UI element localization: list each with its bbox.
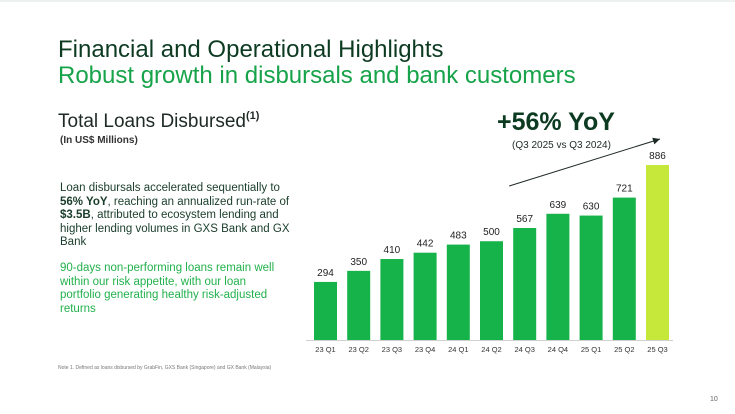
bar-25-q3 — [646, 165, 669, 340]
bar-24-q3 — [513, 228, 537, 340]
top-divider — [0, 0, 735, 2]
bar-24-q4 — [546, 213, 570, 340]
data-label: 350 — [350, 257, 367, 268]
bar-24-q1 — [446, 244, 470, 340]
page-number: 10 — [710, 396, 718, 403]
category-label: 24 Q1 — [448, 345, 468, 354]
category-label: 25 Q1 — [581, 345, 601, 354]
footnote-ref: (1) — [246, 110, 260, 122]
category-label: 23 Q4 — [415, 345, 435, 354]
para1-highlight-yoy: 56% YoY — [60, 195, 108, 208]
bar-23-q1 — [314, 281, 337, 340]
bar-23-q4 — [413, 252, 437, 340]
category-label: 24 Q4 — [548, 345, 568, 354]
data-label: 630 — [583, 202, 600, 213]
category-label: 23 Q3 — [382, 345, 402, 354]
data-label: 294 — [317, 268, 334, 279]
category-label: 23 Q1 — [315, 345, 335, 354]
trend-arrow-line — [509, 138, 661, 187]
section-units: (In US$ Millions) — [60, 135, 138, 146]
data-label: 567 — [516, 214, 533, 225]
section-title: Total Loans Disbursed(1) — [58, 110, 259, 133]
footnote: Note 1. Defined as loans disbursed by Gr… — [58, 365, 272, 371]
bar-23-q3 — [380, 259, 404, 340]
section-title-text: Total Loans Disbursed — [58, 111, 246, 132]
category-label: 24 Q3 — [514, 345, 534, 354]
para1-text-c: , reaching an annualized run-rate of — [107, 195, 290, 208]
data-label: 886 — [649, 151, 666, 162]
category-label: 25 Q3 — [647, 345, 667, 354]
data-label: 410 — [384, 245, 401, 256]
bar-23-q2 — [347, 270, 371, 340]
commentary-paragraph-2: 90-days non-performing loans remain well… — [60, 262, 275, 315]
data-label: 721 — [616, 184, 633, 195]
bar-25-q1 — [579, 215, 603, 340]
para1-text-e: , attributed to ecosystem lending and hi… — [60, 209, 290, 249]
data-label: 483 — [450, 231, 467, 242]
page-subtitle: Robust growth in disbursals and bank cus… — [58, 62, 576, 89]
data-label: 500 — [483, 227, 500, 238]
para1-highlight-runrate: $3.5B — [60, 209, 91, 222]
para1-text-a: Loan disbursals accelerated sequentially… — [60, 182, 280, 194]
trend-arrow-head — [652, 137, 660, 145]
data-label: 639 — [550, 200, 567, 211]
commentary-paragraph-1: Loan disbursals accelerated sequentially… — [60, 182, 290, 250]
data-label: 442 — [417, 239, 434, 250]
yoy-callout-period: (Q3 2025 vs Q3 2024) — [512, 140, 611, 151]
bar-25-q2 — [612, 197, 636, 340]
category-label: 25 Q2 — [614, 345, 634, 354]
yoy-callout: +56% YoY — [497, 108, 615, 136]
page-title: Financial and Operational Highlights — [58, 36, 444, 63]
category-label: 23 Q2 — [348, 345, 368, 354]
category-label: 24 Q2 — [481, 345, 501, 354]
bar-24-q2 — [480, 241, 503, 340]
